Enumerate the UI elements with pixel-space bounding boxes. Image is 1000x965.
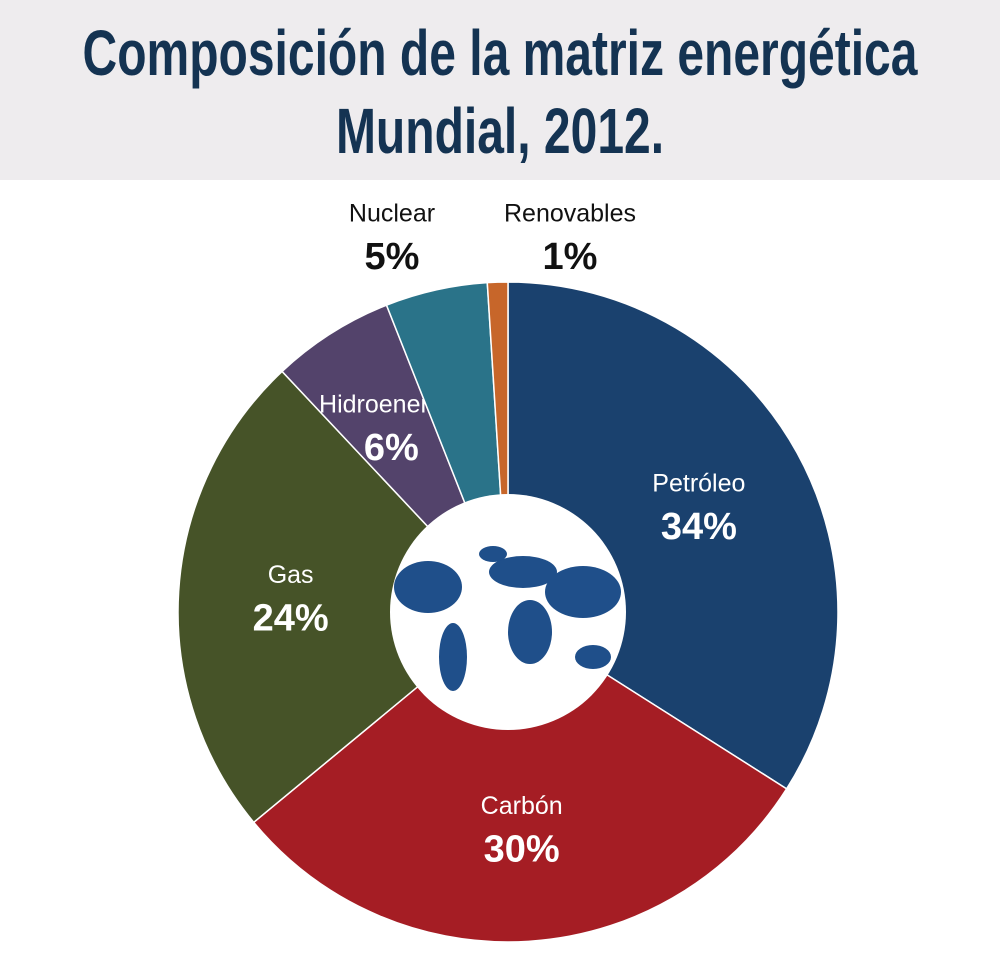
value-label: 30% (484, 828, 560, 870)
continent (575, 645, 611, 669)
chart-title: Composición de la matriz energética Mund… (82, 17, 918, 167)
continent (508, 600, 552, 664)
value-label: 24% (253, 597, 329, 639)
value-label: 1% (543, 236, 598, 278)
slice (177, 370, 510, 824)
slice-label: Carbón (481, 792, 563, 820)
continent (545, 566, 621, 618)
slice-label: Nuclear (349, 200, 435, 228)
continent (439, 623, 467, 691)
continent (489, 556, 557, 588)
slice-label: Renovables (504, 200, 636, 228)
continent (479, 546, 507, 562)
slice (252, 611, 788, 943)
value-label: 5% (365, 236, 420, 278)
value-label: 6% (364, 427, 419, 469)
header: Composición de la matriz energética Mund… (0, 0, 1000, 180)
world-map (394, 546, 621, 691)
slice-label: Gas (268, 561, 314, 589)
continent (394, 561, 462, 613)
slice-label: Petróleo (652, 470, 745, 498)
value-label: 34% (661, 506, 737, 548)
